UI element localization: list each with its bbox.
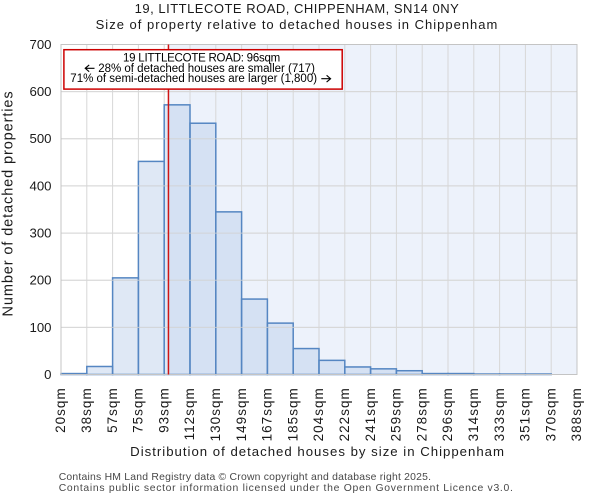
- svg-text:314sqm: 314sqm: [466, 387, 481, 441]
- svg-text:222sqm: 222sqm: [337, 387, 352, 441]
- svg-text:204sqm: 204sqm: [311, 387, 326, 441]
- svg-text:Contains public sector informa: Contains public sector information licen…: [59, 483, 514, 494]
- svg-text:38sqm: 38sqm: [79, 387, 94, 433]
- svg-text:20sqm: 20sqm: [53, 387, 68, 433]
- svg-text:241sqm: 241sqm: [363, 387, 378, 441]
- svg-text:370sqm: 370sqm: [543, 387, 558, 441]
- svg-text:112sqm: 112sqm: [182, 387, 197, 440]
- svg-text:Distribution of detached house: Distribution of detached houses by size …: [130, 444, 505, 459]
- svg-text:19, LITTLECOTE ROAD, CHIPPENHA: 19, LITTLECOTE ROAD, CHIPPENHAM, SN14 0N…: [135, 1, 460, 16]
- svg-text:500: 500: [29, 131, 51, 146]
- svg-text:Size of property relative to d: Size of property relative to detached ho…: [96, 17, 499, 32]
- svg-text:100: 100: [29, 320, 51, 335]
- svg-text:Contains HM Land Registry data: Contains HM Land Registry data © Crown c…: [59, 472, 432, 483]
- svg-text:388sqm: 388sqm: [569, 387, 584, 441]
- svg-text:351sqm: 351sqm: [518, 387, 533, 441]
- svg-text:28% of detached houses are sma: 28% of detached houses are smaller (717): [98, 63, 315, 75]
- svg-text:19 LITTLECOTE ROAD: 96sqm: 19 LITTLECOTE ROAD: 96sqm: [123, 52, 280, 64]
- svg-text:149sqm: 149sqm: [234, 387, 249, 441]
- svg-text:259sqm: 259sqm: [389, 387, 404, 441]
- svg-text:75sqm: 75sqm: [131, 387, 146, 433]
- svg-text:93sqm: 93sqm: [156, 387, 171, 433]
- svg-text:167sqm: 167sqm: [260, 387, 275, 441]
- svg-text:57sqm: 57sqm: [105, 387, 120, 433]
- svg-text:71% of semi-detached houses ar: 71% of semi-detached houses are larger (…: [70, 73, 317, 85]
- svg-text:130sqm: 130sqm: [208, 387, 223, 441]
- svg-text:700: 700: [29, 37, 51, 52]
- svg-text:333sqm: 333sqm: [492, 387, 507, 441]
- svg-text:Number of detached properties: Number of detached properties: [1, 91, 17, 317]
- svg-text:600: 600: [29, 84, 51, 99]
- svg-text:0: 0: [44, 367, 51, 382]
- svg-text:200: 200: [29, 273, 51, 288]
- svg-text:300: 300: [29, 225, 51, 240]
- svg-text:296sqm: 296sqm: [440, 387, 455, 441]
- svg-text:278sqm: 278sqm: [414, 387, 429, 441]
- svg-text:185sqm: 185sqm: [285, 387, 300, 441]
- svg-text:400: 400: [29, 178, 51, 193]
